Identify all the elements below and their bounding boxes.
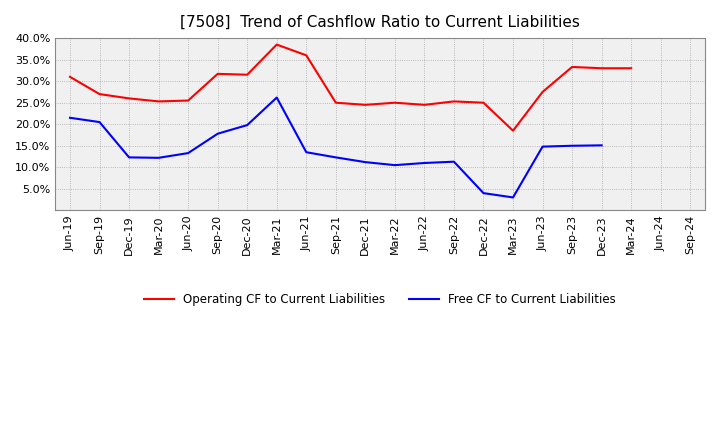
Legend: Operating CF to Current Liabilities, Free CF to Current Liabilities: Operating CF to Current Liabilities, Fre… <box>140 289 621 311</box>
Line: Free CF to Current Liabilities: Free CF to Current Liabilities <box>70 98 602 198</box>
Free CF to Current Liabilities <box>390 162 399 168</box>
Free CF to Current Liabilities <box>154 155 163 161</box>
Free CF to Current Liabilities <box>331 155 340 160</box>
Free CF to Current Liabilities <box>598 143 606 148</box>
Free CF to Current Liabilities <box>568 143 577 148</box>
Free CF to Current Liabilities <box>125 155 133 160</box>
Free CF to Current Liabilities <box>509 195 518 200</box>
Operating CF to Current Liabilities <box>243 72 251 77</box>
Operating CF to Current Liabilities <box>184 98 192 103</box>
Free CF to Current Liabilities <box>184 150 192 156</box>
Operating CF to Current Liabilities <box>449 99 458 104</box>
Free CF to Current Liabilities <box>272 95 281 100</box>
Free CF to Current Liabilities <box>213 131 222 136</box>
Operating CF to Current Liabilities <box>331 100 340 105</box>
Operating CF to Current Liabilities <box>598 66 606 71</box>
Title: [7508]  Trend of Cashflow Ratio to Current Liabilities: [7508] Trend of Cashflow Ratio to Curren… <box>180 15 580 30</box>
Operating CF to Current Liabilities <box>125 96 133 101</box>
Free CF to Current Liabilities <box>66 115 74 121</box>
Operating CF to Current Liabilities <box>539 89 547 95</box>
Free CF to Current Liabilities <box>449 159 458 164</box>
Operating CF to Current Liabilities <box>154 99 163 104</box>
Operating CF to Current Liabilities <box>420 102 428 107</box>
Operating CF to Current Liabilities <box>272 42 281 47</box>
Operating CF to Current Liabilities <box>361 102 369 107</box>
Operating CF to Current Liabilities <box>390 100 399 105</box>
Operating CF to Current Liabilities <box>627 66 636 71</box>
Operating CF to Current Liabilities <box>568 64 577 70</box>
Operating CF to Current Liabilities <box>480 100 488 105</box>
Free CF to Current Liabilities <box>361 159 369 165</box>
Free CF to Current Liabilities <box>480 191 488 196</box>
Free CF to Current Liabilities <box>95 119 104 125</box>
Operating CF to Current Liabilities <box>213 71 222 77</box>
Line: Operating CF to Current Liabilities: Operating CF to Current Liabilities <box>70 44 631 131</box>
Free CF to Current Liabilities <box>302 150 310 155</box>
Operating CF to Current Liabilities <box>66 74 74 80</box>
Free CF to Current Liabilities <box>243 122 251 128</box>
Operating CF to Current Liabilities <box>302 53 310 58</box>
Free CF to Current Liabilities <box>420 160 428 165</box>
Free CF to Current Liabilities <box>539 144 547 149</box>
Operating CF to Current Liabilities <box>95 92 104 97</box>
Operating CF to Current Liabilities <box>509 128 518 133</box>
